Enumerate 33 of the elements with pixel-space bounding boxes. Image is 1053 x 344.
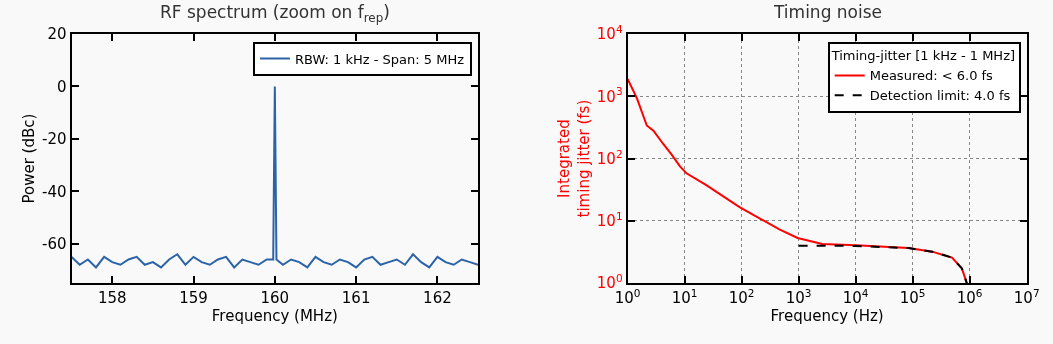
x-tick-label: 10$^{6}$ <box>956 286 983 308</box>
legend-label: Measured: < 6.0 fs <box>869 68 994 84</box>
x-axis-title: Frequency (Hz) <box>770 307 884 326</box>
x-tick-label: 10$^{4}$ <box>842 286 869 308</box>
y-axis-title: Integrated timing jitter (fs) <box>555 99 593 218</box>
y-tick-label: 0 <box>57 77 67 96</box>
x-tick-label: 158 <box>97 289 127 308</box>
x-tick-label: 10$^{5}$ <box>899 286 926 308</box>
legend-label: Detection limit: 4.0 fs <box>869 88 1011 104</box>
x-tick-label: 159 <box>179 289 208 308</box>
chart-title: Timing noise <box>773 2 883 22</box>
x-tick-label: 10$^{3}$ <box>785 286 812 308</box>
y-tick-label: 10$^{2}$ <box>596 147 623 168</box>
y-tick-label: -40 <box>42 182 67 201</box>
chart-title: RF spectrum (zoom on f$_{rep}$) <box>160 2 390 25</box>
y-axis-title: Power (dBc) <box>19 113 38 204</box>
line-series <box>71 85 479 269</box>
y-tick-label: 10$^{4}$ <box>596 23 623 44</box>
y-tick-label: 10$^{3}$ <box>596 85 623 106</box>
x-tick-label: 162 <box>423 289 452 308</box>
y-tick-label: 20 <box>47 25 67 44</box>
x-axis-title: Frequency (MHz) <box>211 307 338 326</box>
x-tick-label: 10$^{7}$ <box>1013 286 1040 308</box>
x-tick-label: 10$^{2}$ <box>728 286 755 308</box>
x-tick-label: 10$^{0}$ <box>614 286 641 308</box>
y-tick-label: -20 <box>42 130 67 149</box>
y-tick-label: -60 <box>42 235 67 254</box>
x-tick-label: 161 <box>341 289 371 308</box>
x-tick-label: 160 <box>260 289 290 308</box>
legend-title: Timing-jitter [1 kHz - 1 MHz] <box>830 48 1016 64</box>
legend-label: RBW: 1 kHz - Span: 5 MHz <box>294 51 465 67</box>
x-tick-label: 10$^{1}$ <box>671 286 698 308</box>
y-tick-label: 10$^{1}$ <box>596 209 623 231</box>
